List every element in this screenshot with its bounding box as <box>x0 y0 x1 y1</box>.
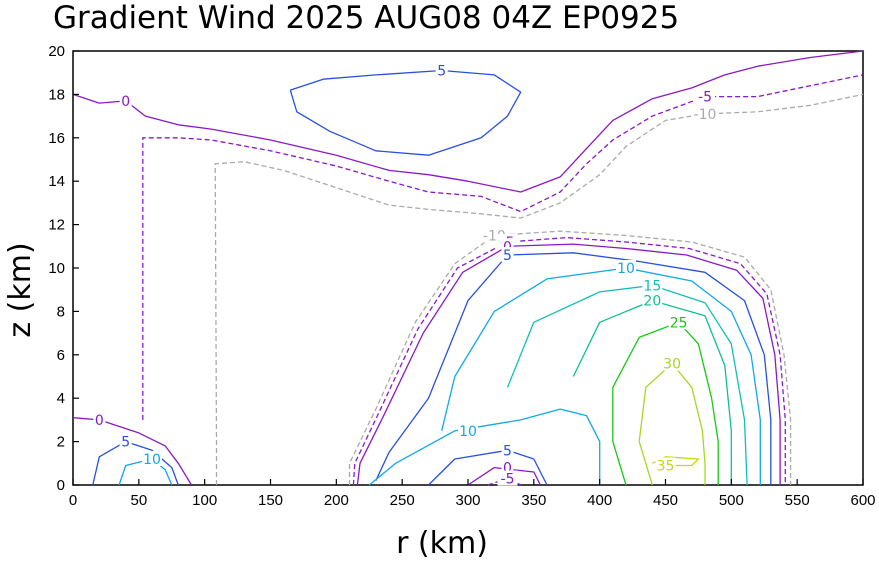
contour-label-bg <box>458 422 478 438</box>
y-axis-label: z (km) <box>3 242 38 337</box>
contour-line-10 <box>441 267 761 485</box>
contour-label: 0 <box>95 413 104 429</box>
contour-label: -5 <box>501 471 515 487</box>
contour-label-bg <box>642 292 663 308</box>
contour-label: -5 <box>698 90 712 106</box>
contour-label-bg <box>119 92 132 108</box>
contour-label: 5 <box>121 435 130 451</box>
y-tick-label: 8 <box>57 303 65 320</box>
contour-label: 5 <box>503 443 512 459</box>
y-tick-label: 0 <box>57 477 65 494</box>
y-tick-label: 20 <box>48 43 65 60</box>
contour-label-bg <box>93 411 106 427</box>
contour-line-0 <box>72 50 864 193</box>
contour-label: -10 <box>694 107 717 123</box>
contour-label: 10 <box>143 452 161 468</box>
contour-line-30 <box>638 362 706 486</box>
contour-line-5 <box>289 69 522 156</box>
x-tick-label: 350 <box>521 492 546 509</box>
contour-label-bg <box>695 88 715 104</box>
x-axis: 0 50 100 150 200 250 300 350 400 450 500 550 600 <box>69 479 876 509</box>
contour-line--10 <box>214 93 864 485</box>
contour-label: 5 <box>503 248 512 264</box>
contour-line--5 <box>352 236 786 486</box>
y-tick-label: 2 <box>57 434 65 451</box>
y-tick-label: 16 <box>48 130 65 147</box>
x-tick-label: 450 <box>653 492 678 509</box>
contour-label: 30 <box>663 356 681 372</box>
x-tick-label: 300 <box>455 492 480 509</box>
contour-label-bg <box>501 442 514 458</box>
contour-label: 20 <box>643 294 661 310</box>
contour-line-5 <box>92 440 179 486</box>
contour-label-bg <box>655 457 676 473</box>
x-tick-label: 150 <box>258 492 283 509</box>
contour-line-10 <box>368 408 601 486</box>
contour-label-bg <box>142 450 162 466</box>
contour-label-bg <box>642 277 663 293</box>
contour-line-20 <box>572 299 732 485</box>
y-tick-label: 14 <box>48 173 65 190</box>
contour-line-5 <box>428 449 548 486</box>
y-tick-label: 12 <box>48 217 65 234</box>
x-tick-label: 200 <box>324 492 349 509</box>
x-tick-label: 0 <box>69 492 77 509</box>
contour-label: 5 <box>437 64 446 80</box>
contour-label-bg <box>668 314 689 330</box>
contour-label-bg <box>691 105 719 121</box>
y-tick-label: 6 <box>57 347 65 364</box>
x-tick-label: 550 <box>785 492 810 509</box>
contour-label: 10 <box>459 424 477 440</box>
y-axis: 0 2 4 6 8 10 12 14 16 18 20 <box>48 43 79 494</box>
contour-label: 0 <box>121 94 130 110</box>
contour-label: 0 <box>503 461 512 477</box>
contour-line-0 <box>72 417 193 486</box>
contour-label-bg <box>119 433 132 449</box>
contour-label: 10 <box>617 261 635 277</box>
x-tick-label: 100 <box>192 492 217 509</box>
x-tick-label: 250 <box>390 492 415 509</box>
x-tick-label: 500 <box>719 492 744 509</box>
contour-label: 35 <box>657 458 675 474</box>
contour-label-bg <box>616 260 636 275</box>
contour-label-bg <box>435 62 448 78</box>
contour-label-bg <box>501 246 514 262</box>
x-tick-label: 50 <box>130 492 147 509</box>
y-tick-label: 18 <box>48 86 65 103</box>
y-tick-label: 10 <box>48 260 65 277</box>
contour-label-bg <box>497 470 518 486</box>
contour-line-5 <box>375 252 772 485</box>
contour-label: 15 <box>643 278 661 294</box>
y-tick-label: 4 <box>57 390 65 407</box>
contour-line-0 <box>356 243 781 486</box>
contour-label-bg <box>662 355 683 371</box>
contour-line-0 <box>467 466 541 486</box>
contour-line-15 <box>506 284 748 486</box>
chart-title: Gradient Wind 2025 AUG08 04Z EP0925 <box>53 0 679 36</box>
contour-label: 25 <box>670 315 688 331</box>
x-axis-label: r (km) <box>396 526 488 561</box>
x-tick-label: 400 <box>587 492 612 509</box>
x-tick-label: 600 <box>850 492 875 509</box>
contour-line--10 <box>348 230 792 485</box>
